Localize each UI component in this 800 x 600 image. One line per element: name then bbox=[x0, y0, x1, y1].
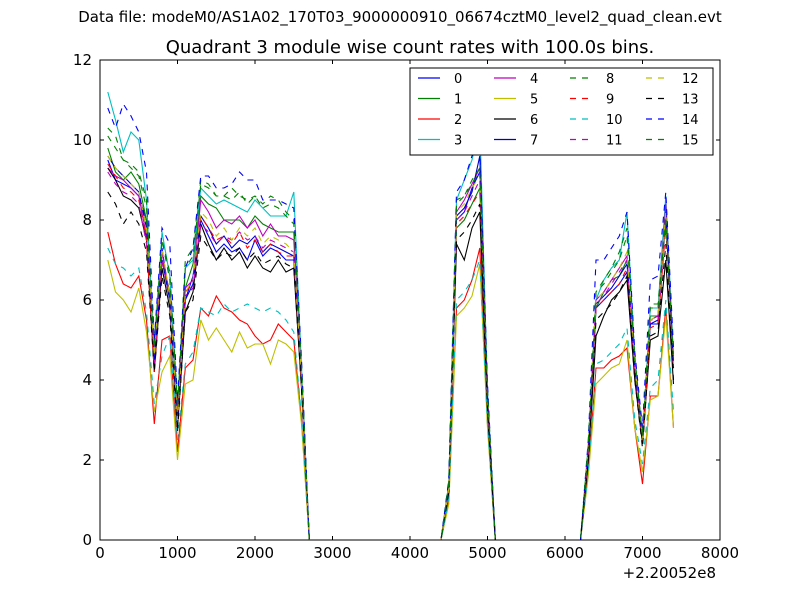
legend-label-13: 13 bbox=[682, 93, 699, 108]
series-line-5 bbox=[107, 259, 675, 541]
x-tick-label: 0 bbox=[95, 544, 105, 562]
series-lines bbox=[107, 91, 675, 541]
x-tick-label: 1000 bbox=[158, 544, 196, 562]
series-line-12 bbox=[107, 155, 675, 541]
x-axis: 0 1000 2000 3000 4000 5000 6000 7000 8000 bbox=[95, 60, 739, 562]
legend-label-2: 2 bbox=[454, 113, 462, 128]
x-tick-label: 8000 bbox=[701, 544, 739, 562]
y-tick-label: 2 bbox=[82, 451, 92, 469]
x-tick-label: 3000 bbox=[313, 544, 351, 562]
y-tick-label: 6 bbox=[82, 291, 92, 309]
series-line-15 bbox=[107, 135, 675, 541]
x-tick-label: 6000 bbox=[546, 544, 584, 562]
legend-label-12: 12 bbox=[682, 72, 699, 87]
y-tick-label: 8 bbox=[82, 211, 92, 229]
series-line-11 bbox=[107, 171, 675, 541]
series-line-0 bbox=[107, 159, 675, 541]
y-tick-label: 12 bbox=[73, 51, 92, 69]
figure-suptitle: Data file: modeM0/AS1A02_170T03_90000009… bbox=[78, 8, 722, 26]
x-tick-label: 4000 bbox=[391, 544, 429, 562]
legend-label-0: 0 bbox=[454, 72, 462, 87]
legend-label-11: 11 bbox=[606, 134, 623, 149]
series-line-6 bbox=[107, 167, 675, 541]
series-line-4 bbox=[107, 167, 675, 541]
legend-box bbox=[409, 67, 714, 156]
legend-label-3: 3 bbox=[454, 134, 462, 149]
y-tick-label: 4 bbox=[82, 371, 92, 389]
chart-title: Quadrant 3 module wise count rates with … bbox=[166, 37, 655, 58]
legend-label-10: 10 bbox=[606, 113, 623, 128]
x-offset-label: +2.20052e8 bbox=[623, 564, 716, 582]
legend-label-5: 5 bbox=[530, 93, 538, 108]
x-tick-label: 5000 bbox=[468, 544, 506, 562]
legend-label-4: 4 bbox=[530, 72, 538, 87]
series-line-1 bbox=[107, 147, 675, 541]
legend-label-6: 6 bbox=[530, 113, 538, 128]
legend-label-14: 14 bbox=[682, 113, 699, 128]
series-line-8 bbox=[107, 127, 675, 541]
x-tick-label: 7000 bbox=[623, 544, 661, 562]
y-tick-label: 10 bbox=[73, 131, 92, 149]
legend-label-7: 7 bbox=[530, 134, 538, 149]
legend-label-8: 8 bbox=[606, 72, 614, 87]
legend-label-1: 1 bbox=[454, 93, 462, 108]
series-line-9 bbox=[107, 163, 675, 541]
series-line-7 bbox=[107, 155, 675, 541]
legend-label-15: 15 bbox=[682, 134, 699, 149]
legend-label-9: 9 bbox=[606, 93, 614, 108]
y-tick-label: 0 bbox=[82, 531, 92, 549]
series-line-13 bbox=[107, 191, 675, 541]
x-tick-label: 2000 bbox=[236, 544, 274, 562]
